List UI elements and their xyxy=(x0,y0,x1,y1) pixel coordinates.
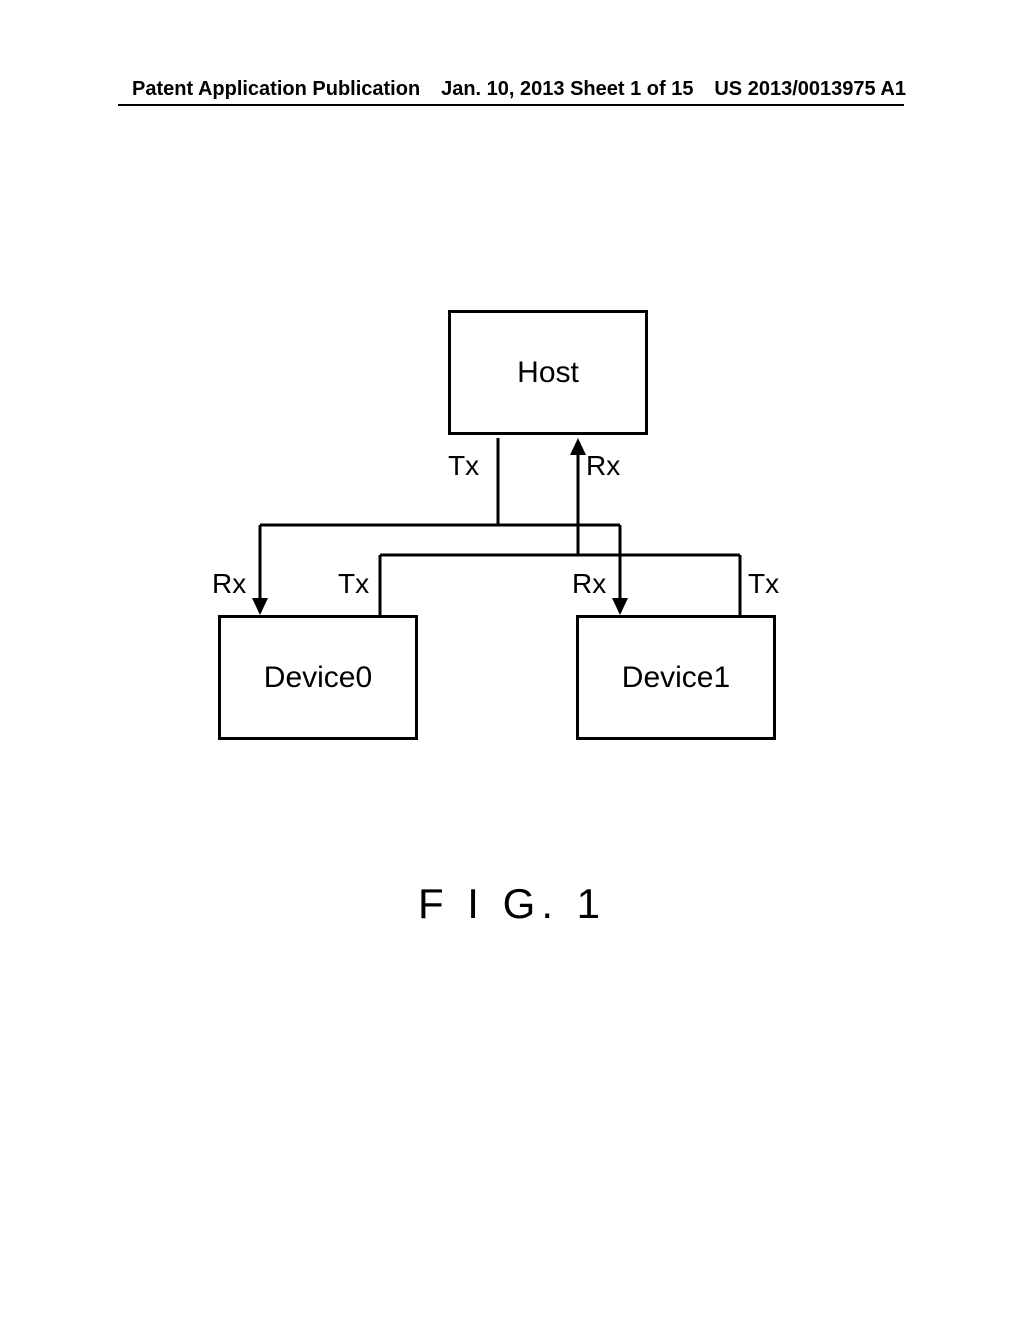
page: Patent Application Publication Jan. 10, … xyxy=(0,0,1024,1320)
node-host-label: Host xyxy=(517,356,579,390)
device0-tx-label: Tx xyxy=(338,568,369,600)
node-device1-label: Device1 xyxy=(622,661,730,695)
diagram: Host Device0 Device1 Tx Rx Rx Tx Rx Tx F… xyxy=(0,0,1024,1320)
host-tx-label: Tx xyxy=(448,450,479,482)
host-rx-label: Rx xyxy=(586,450,620,482)
connections xyxy=(0,0,1024,1320)
device0-rx-label: Rx xyxy=(212,568,246,600)
device1-rx-label: Rx xyxy=(572,568,606,600)
node-device0: Device0 xyxy=(218,615,418,740)
node-device1: Device1 xyxy=(576,615,776,740)
device1-tx-label: Tx xyxy=(748,568,779,600)
node-device0-label: Device0 xyxy=(264,661,372,695)
node-host: Host xyxy=(448,310,648,435)
figure-caption: F I G. 1 xyxy=(0,880,1024,928)
